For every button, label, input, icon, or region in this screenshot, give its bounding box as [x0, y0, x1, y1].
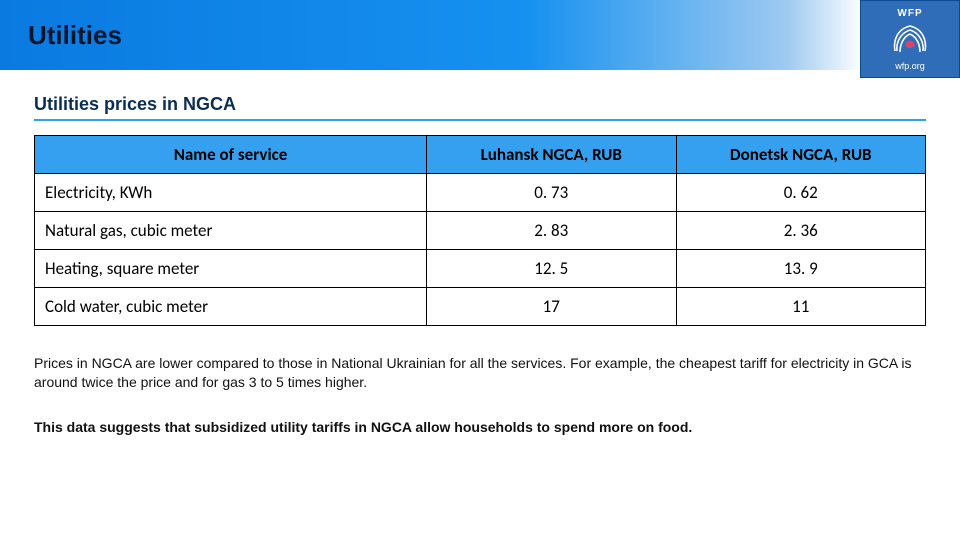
logo-acronym: WFP — [897, 8, 922, 19]
col-header-donetsk: Donetsk NGCA, RUB — [676, 136, 926, 174]
luhansk-value: 0. 73 — [427, 174, 676, 212]
donetsk-value: 0. 62 — [676, 174, 926, 212]
wfp-logo: WFP wfp.org — [860, 0, 960, 78]
table-row: Electricity, KWh 0. 73 0. 62 — [35, 174, 926, 212]
content-area: Utilities prices in NGCA Name of service… — [0, 70, 960, 437]
service-name: Natural gas, cubic meter — [35, 212, 427, 250]
donetsk-value: 11 — [676, 288, 926, 326]
table-row: Natural gas, cubic meter 2. 83 2. 36 — [35, 212, 926, 250]
page-title: Utilities — [28, 20, 122, 51]
table-header-row: Name of service Luhansk NGCA, RUB Donets… — [35, 136, 926, 174]
table-row: Heating, square meter 12. 5 13. 9 — [35, 250, 926, 288]
conclusion-paragraph: This data suggests that subsidized utili… — [34, 418, 926, 437]
table-row: Cold water, cubic meter 17 11 — [35, 288, 926, 326]
prices-table: Name of service Luhansk NGCA, RUB Donets… — [34, 135, 926, 326]
wreath-icon — [889, 21, 931, 59]
luhansk-value: 2. 83 — [427, 212, 676, 250]
service-name: Electricity, KWh — [35, 174, 427, 212]
header-bar: Utilities WFP wfp.org — [0, 0, 960, 70]
service-name: Heating, square meter — [35, 250, 427, 288]
donetsk-value: 2. 36 — [676, 212, 926, 250]
service-name: Cold water, cubic meter — [35, 288, 427, 326]
donetsk-value: 13. 9 — [676, 250, 926, 288]
explanatory-paragraph: Prices in NGCA are lower compared to tho… — [34, 354, 926, 392]
section-subtitle: Utilities prices in NGCA — [34, 94, 926, 121]
luhansk-value: 17 — [427, 288, 676, 326]
luhansk-value: 12. 5 — [427, 250, 676, 288]
col-header-name: Name of service — [35, 136, 427, 174]
col-header-luhansk: Luhansk NGCA, RUB — [427, 136, 676, 174]
logo-url: wfp.org — [895, 61, 925, 71]
